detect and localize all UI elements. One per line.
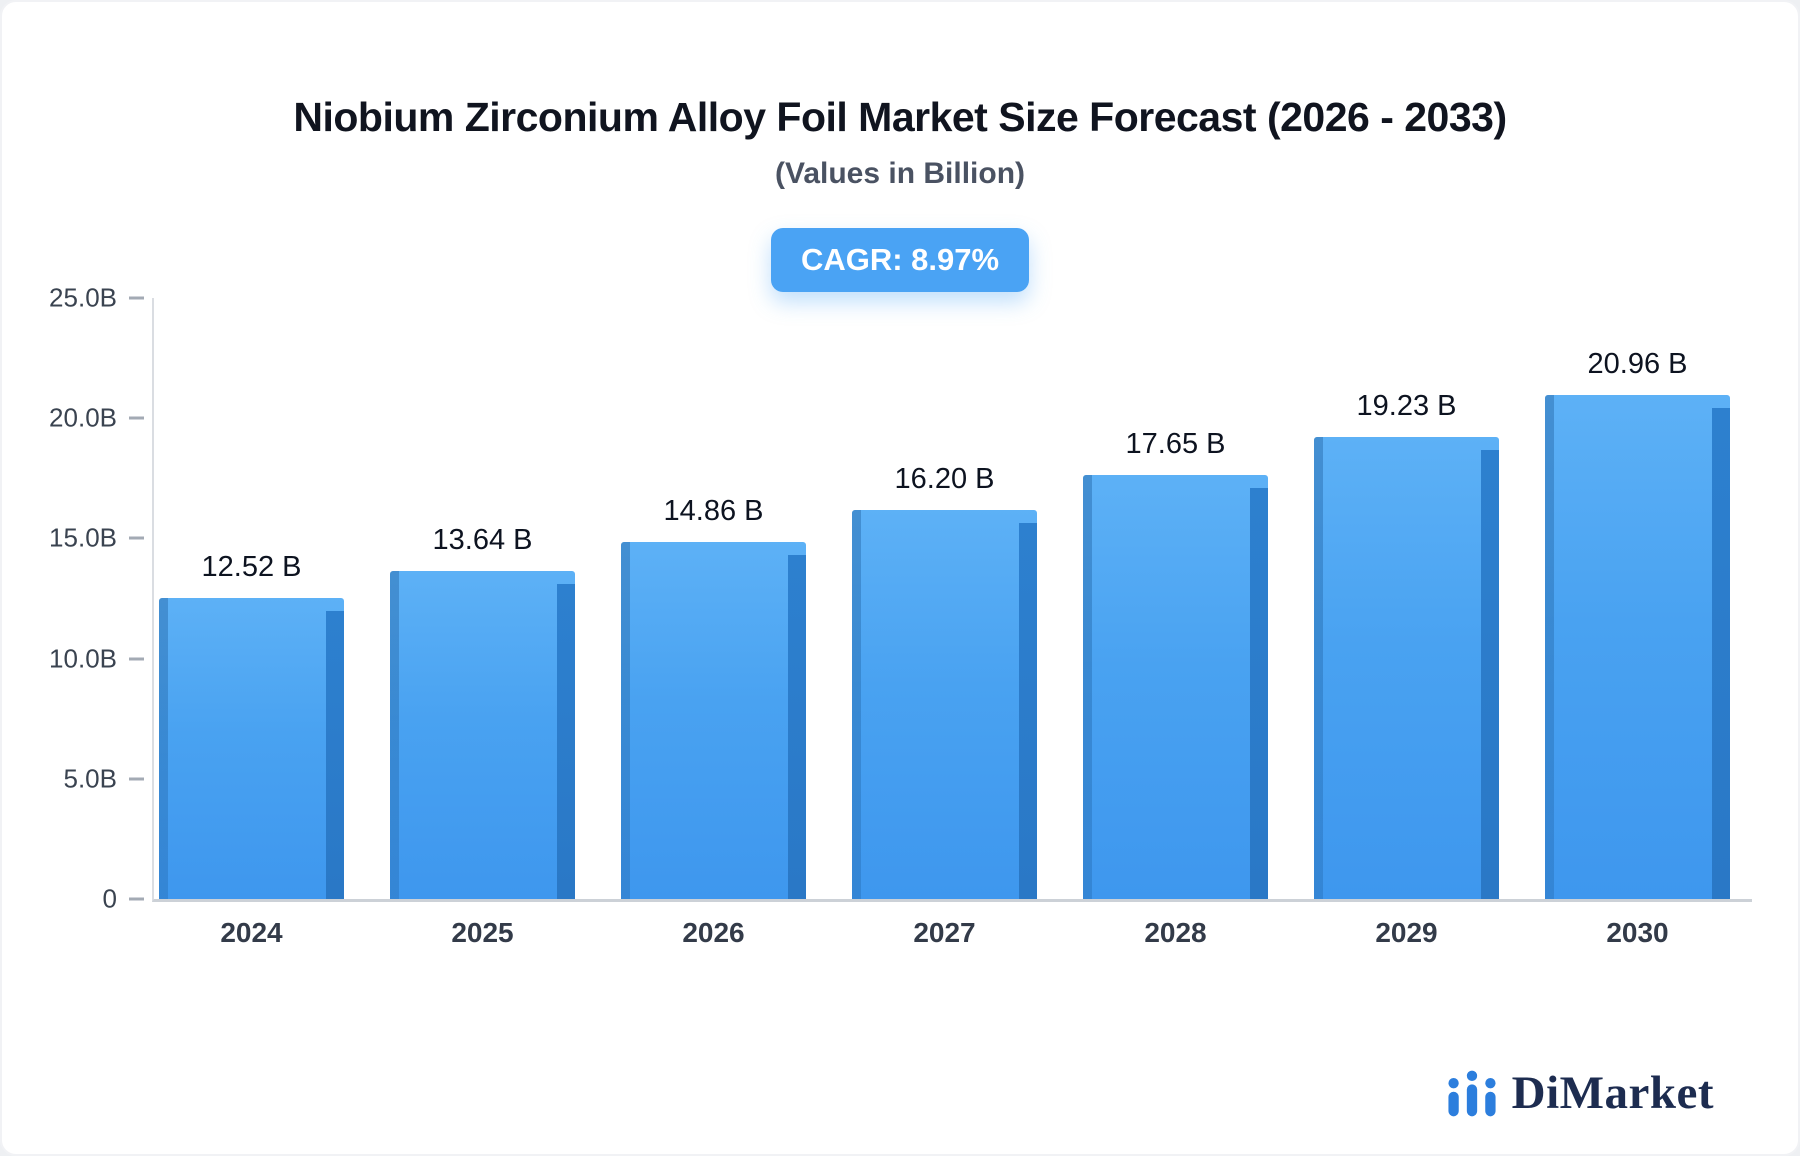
plot-area: 25.0B 20.0B 15.0B 10.0B 5.0B 0 12.52 B 2024 13.… [49,283,1752,948]
bar-chart-logo-icon [1445,1066,1499,1120]
x-axis-label: 2029 [1375,917,1438,948]
x-axis-label: 2028 [1144,917,1207,948]
y-tick-dash [129,296,144,300]
y-tick: 20.0B [49,403,144,434]
bar-2025[interactable] [390,571,575,899]
y-tick-label: 0 [102,883,117,914]
x-axis-label: 2026 [682,917,745,948]
bar-value-label: 13.64 B [432,524,533,557]
y-tick-label: 10.0B [49,643,117,674]
bar-2028[interactable] [1083,474,1268,900]
bar-2027[interactable] [852,509,1037,900]
cagr-badge: CAGR: 8.97% [770,228,1030,292]
bar-group-2028: 17.65 B 2028 [1083,298,1268,948]
bar-value-label: 16.20 B [894,462,995,495]
bar-group-2029: 19.23 B 2029 [1314,298,1499,948]
x-axis-label: 2024 [220,917,283,948]
y-tick-dash [129,777,144,781]
brand-logo[interactable]: DiMarket [1445,1066,1714,1120]
y-tick-label: 20.0B [49,402,117,433]
bar-value-label: 12.52 B [201,551,302,584]
x-axis-label: 2025 [451,917,514,948]
badge-row: CAGR: 8.97% [2,228,1798,292]
bar-value-label: 14.86 B [663,494,764,527]
bar-value-label: 17.65 B [1125,427,1226,460]
chart-subtitle: (Values in Billion) [774,157,1026,190]
x-axis-label: 2027 [913,917,976,948]
x-axis-label: 2030 [1606,917,1669,948]
bar-value-label: 20.96 B [1587,348,1688,381]
y-tick: 5.0B [63,763,144,794]
brand-name: DiMarket [1511,1067,1714,1119]
chart-title: Niobium Zirconium Alloy Foil Market Size… [293,94,1507,140]
y-tick-dash [129,536,144,540]
chart-header: Niobium Zirconium Alloy Foil Market Size… [2,94,1798,191]
y-tick-label: 25.0B [49,282,117,313]
bar-2030[interactable] [1545,395,1730,899]
y-tick-dash [129,416,144,420]
bar-group-2026: 14.86 B 2026 [621,298,806,948]
bars: 12.52 B 2024 13.64 B 2025 14.86 B 2026 16.20 B… [154,298,1752,948]
y-tick: 0 [103,884,144,915]
y-tick-label: 5.0B [63,763,118,794]
y-tick-dash [129,897,144,901]
bar-value-label: 19.23 B [1356,389,1457,422]
bar-2029[interactable] [1314,436,1499,900]
bar-group-2024: 12.52 B 2024 [159,298,344,948]
bar-group-2025: 13.64 B 2025 [390,298,575,948]
y-tick: 10.0B [49,643,144,674]
y-tick: 15.0B [49,523,144,554]
bar-2024[interactable] [159,598,344,899]
bar-2026[interactable] [621,541,806,900]
bar-group-2027: 16.20 B 2027 [852,298,1037,948]
y-tick-label: 15.0B [49,522,117,553]
bar-group-2030: 20.96 B 2030 [1545,298,1730,948]
y-tick: 25.0B [49,283,144,314]
y-tick-dash [129,657,144,661]
